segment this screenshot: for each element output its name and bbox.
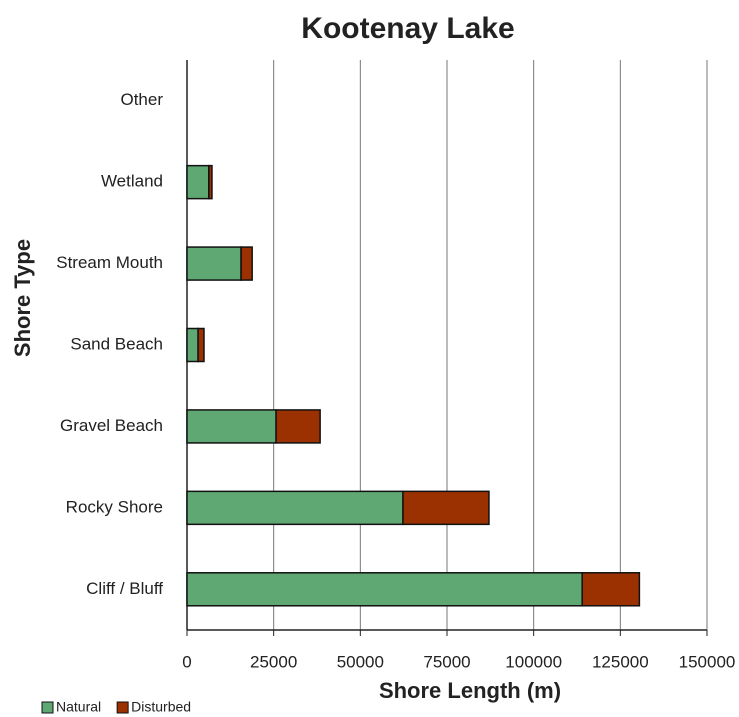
bar-segment [197, 327, 205, 363]
x-tick-label: 25000 [250, 652, 297, 671]
x-tick-label: 50000 [337, 652, 384, 671]
y-tick-label: Gravel Beach [60, 416, 163, 435]
y-tick-label: Sand Beach [70, 334, 163, 353]
bar-segment [240, 246, 253, 281]
bar-segment [208, 164, 213, 200]
x-tick-label: 100000 [505, 652, 562, 671]
bar-segment [275, 409, 321, 444]
legend-label: Natural [56, 699, 101, 715]
legend-swatch [116, 701, 129, 714]
x-tick-label: 125000 [592, 652, 649, 671]
legend-label: Disturbed [131, 699, 191, 715]
x-tick-label: 150000 [679, 652, 736, 671]
bar-segment [581, 572, 641, 607]
y-tick-label: Cliff / Bluff [86, 579, 163, 598]
bar-segment [186, 490, 404, 526]
x-tick-label: 75000 [423, 652, 470, 671]
bar-segment [402, 490, 490, 526]
x-axis-label: Shore Length (m) [379, 678, 561, 703]
y-axis-label: Shore Type [10, 239, 35, 357]
y-tick-label: Stream Mouth [56, 253, 163, 272]
legend-swatch [41, 701, 54, 714]
bar-segment [186, 164, 210, 200]
y-tick-label: Other [120, 90, 163, 109]
bar-segment [186, 409, 277, 444]
bar-segment [186, 327, 199, 363]
y-tick-label: Rocky Shore [66, 497, 163, 516]
x-tick-label: 0 [182, 652, 191, 671]
chart-title: Kootenay Lake [301, 12, 514, 45]
bar-segment [186, 572, 583, 607]
y-tick-label: Wetland [101, 172, 163, 191]
bar-segment [186, 246, 242, 281]
